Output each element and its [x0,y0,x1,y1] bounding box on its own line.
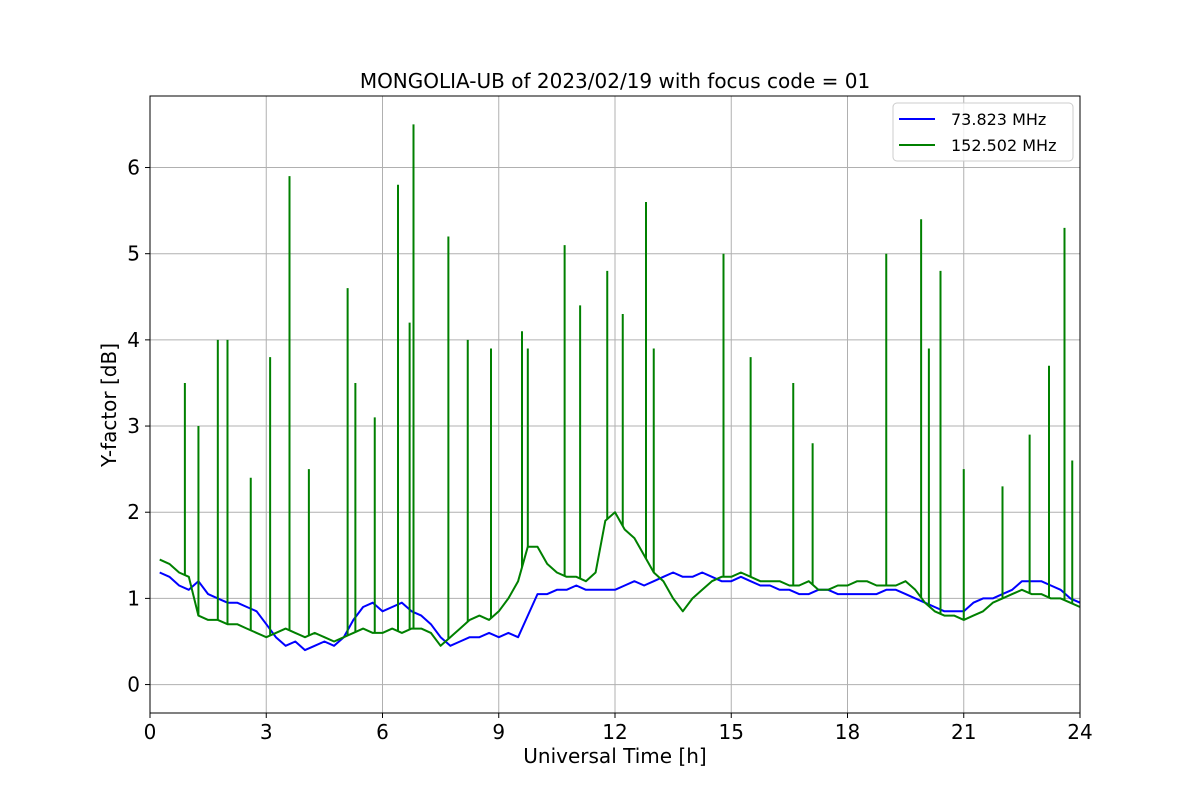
y-tick-label: 4 [127,328,140,352]
x-tick-label: 24 [1067,720,1092,744]
y-tick-label: 2 [127,500,140,524]
x-tick-label: 18 [835,720,860,744]
y-tick-label: 0 [127,673,140,697]
y-tick-label: 5 [127,242,140,266]
x-tick-label: 6 [376,720,389,744]
legend: 73.823 MHz 152.502 MHz [892,102,1074,162]
y-tick-label: 3 [127,414,140,438]
chart-title: MONGOLIA-UB of 2023/02/19 with focus cod… [360,69,870,93]
x-tick-label: 0 [144,720,157,744]
legend-box [892,102,1074,162]
x-tick-label: 9 [492,720,505,744]
x-tick-label: 3 [260,720,273,744]
series-layer [159,124,1081,652]
legend-label: 152.502 MHz [951,136,1056,155]
x-axis-label: Universal Time [h] [523,744,706,768]
y-tick-label: 6 [127,156,140,180]
series-line-152mhz [159,511,1081,647]
y-axis-label: Y-factor [dB] [97,343,121,468]
x-tick-label: 12 [602,720,627,744]
x-tick-label: 21 [951,720,976,744]
y-tick-label: 1 [127,586,140,610]
x-tick-label: 15 [719,720,744,744]
legend-label: 73.823 MHz [951,110,1046,129]
